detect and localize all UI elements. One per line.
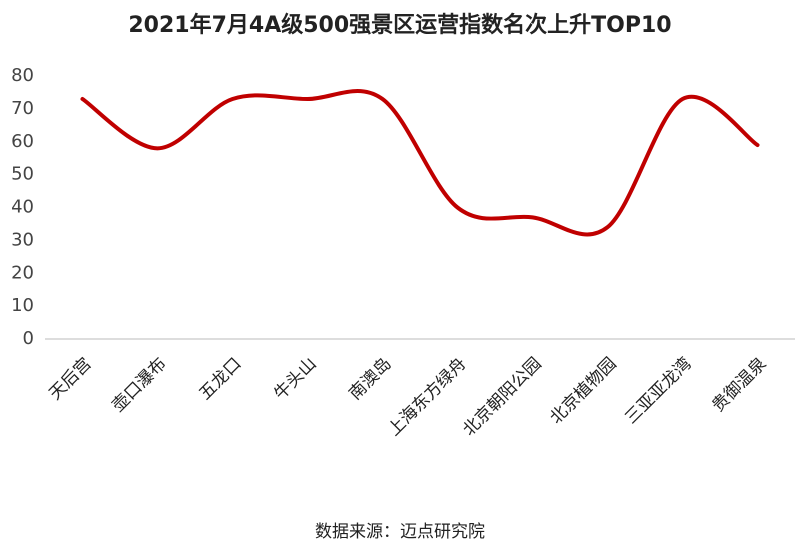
- x-tick-label: 北京植物园: [546, 354, 620, 428]
- y-tick-label: 10: [11, 295, 34, 316]
- y-tick-label: 30: [11, 229, 34, 250]
- x-tick-label: 天后宫: [45, 354, 95, 404]
- y-tick-label: 0: [23, 328, 34, 349]
- chart-title: 2021年7月4A级500强景区运营指数名次上升TOP10: [128, 12, 671, 38]
- y-tick-label: 60: [11, 131, 34, 152]
- y-tick-label: 20: [11, 262, 34, 283]
- line: [80, 89, 760, 237]
- y-tick-label: 50: [11, 164, 34, 185]
- x-tick-label: 壶口瀑布: [108, 354, 170, 416]
- y-tick-label: 80: [11, 65, 34, 86]
- x-tick-label: 五龙口: [195, 354, 245, 404]
- x-tick-label: 上海东方绿舟: [384, 354, 470, 440]
- x-tick-label: 贵御温泉: [708, 354, 770, 416]
- source-note: 数据来源：迈点研究院: [315, 522, 485, 542]
- x-tick-label: 三亚亚龙湾: [621, 354, 695, 428]
- x-tick-label: 北京朝阳公园: [459, 354, 545, 440]
- x-tick-label: 南澳岛: [345, 354, 395, 404]
- x-tick-label: 牛头山: [270, 354, 320, 404]
- y-tick-label: 40: [11, 197, 34, 218]
- y-tick-label: 70: [11, 98, 34, 119]
